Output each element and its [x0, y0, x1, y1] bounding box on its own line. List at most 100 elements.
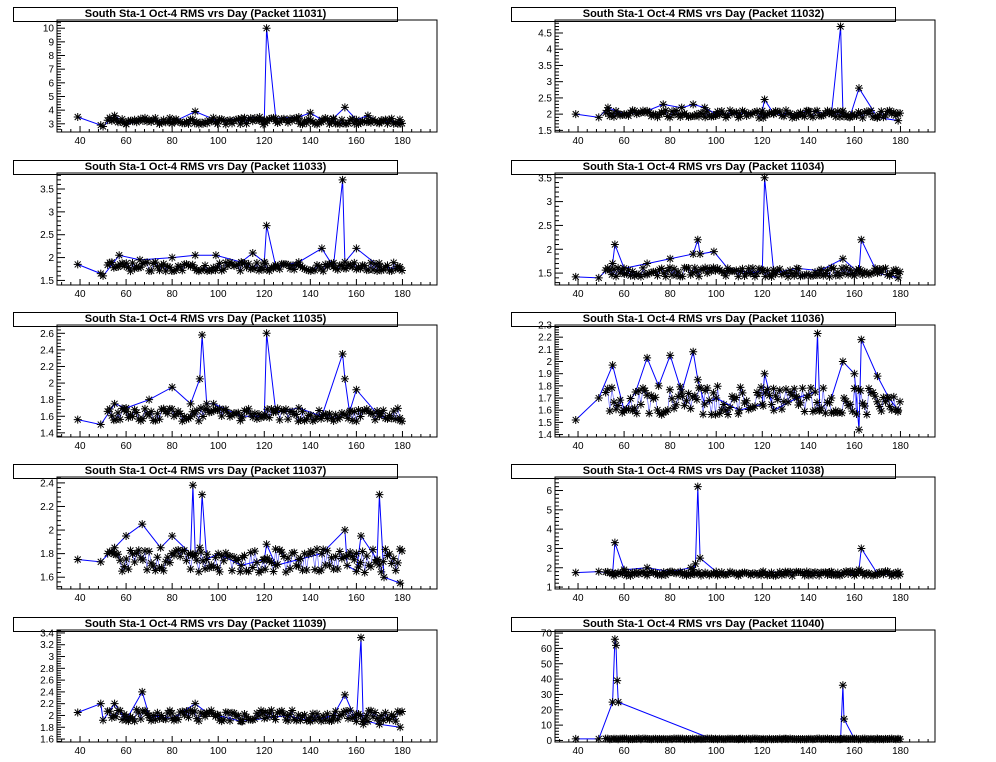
data-marker	[145, 395, 154, 404]
y-tick-label: 1.5	[538, 126, 552, 137]
noise-marker	[138, 259, 147, 268]
noise-marker	[634, 386, 643, 395]
noise-marker	[699, 410, 708, 419]
noise-marker	[371, 415, 380, 424]
data-marker	[359, 720, 368, 729]
noise-marker	[672, 400, 681, 409]
noise-marker	[217, 115, 226, 124]
noise-marker	[775, 567, 784, 576]
noise-marker	[779, 269, 788, 278]
noise-marker	[136, 714, 145, 723]
y-tick-label: 1.6	[40, 573, 54, 584]
data-marker	[186, 399, 195, 408]
noise-marker	[215, 259, 224, 268]
noise-marker	[665, 113, 674, 122]
data-marker	[352, 567, 361, 576]
data-marker	[643, 259, 652, 268]
noise-marker	[651, 393, 660, 402]
noise-marker	[306, 411, 315, 420]
data-marker	[380, 573, 389, 582]
data-marker	[758, 400, 767, 409]
x-tick-label: 40	[74, 746, 86, 757]
noise-marker	[663, 266, 672, 275]
x-tick-label: 100	[708, 593, 725, 604]
noise-marker	[315, 713, 324, 722]
noise-marker	[730, 267, 739, 276]
x-tick-label: 120	[256, 441, 273, 452]
noise-marker	[879, 264, 888, 273]
data-marker	[850, 734, 859, 743]
noise-marker	[734, 571, 743, 580]
noise-marker	[163, 553, 172, 562]
noise-marker	[130, 717, 139, 726]
data-marker	[873, 269, 882, 278]
x-tick-label: 100	[210, 441, 227, 452]
noise-marker	[626, 271, 635, 280]
noise-marker	[167, 709, 176, 718]
noise-marker	[323, 115, 332, 124]
noise-marker	[242, 119, 251, 128]
noise-marker	[773, 395, 782, 404]
y-tick-label: 2	[546, 110, 552, 121]
noise-marker	[813, 568, 822, 577]
noise-marker	[304, 266, 313, 275]
noise-marker	[881, 264, 890, 273]
noise-marker	[790, 384, 799, 393]
noise-marker	[371, 117, 380, 126]
noise-marker	[356, 711, 365, 720]
noise-marker	[240, 113, 249, 122]
noise-marker	[194, 716, 203, 725]
noise-marker	[194, 267, 203, 276]
noise-marker	[132, 705, 141, 714]
data-marker	[712, 110, 721, 119]
noise-marker	[275, 265, 284, 274]
noise-marker	[313, 261, 322, 270]
noise-marker	[755, 264, 764, 273]
y-tick-label: 70	[541, 629, 553, 640]
y-tick-label: 50	[541, 659, 553, 670]
noise-marker	[234, 408, 243, 417]
noise-marker	[856, 266, 865, 275]
noise-marker	[858, 113, 867, 122]
noise-marker	[281, 715, 290, 724]
noise-marker	[707, 267, 716, 276]
noise-marker	[607, 109, 616, 118]
y-tick-label: 2.5	[538, 93, 552, 104]
data-marker	[712, 567, 721, 576]
noise-marker	[661, 272, 670, 281]
noise-marker	[261, 708, 270, 717]
noise-marker	[335, 413, 344, 422]
noise-marker	[317, 118, 326, 127]
noise-marker	[286, 710, 295, 719]
noise-marker	[352, 417, 361, 426]
noise-marker	[721, 570, 730, 579]
data-marker	[138, 687, 147, 696]
y-tick-label: 2.2	[538, 333, 552, 344]
data-marker	[260, 258, 269, 267]
noise-marker	[344, 119, 353, 128]
data-marker	[608, 698, 617, 707]
x-tick-label: 60	[619, 746, 631, 757]
noise-marker	[172, 410, 181, 419]
data-marker	[815, 406, 824, 415]
noise-marker	[730, 108, 739, 117]
noise-marker	[603, 384, 612, 393]
x-tick-label: 160	[846, 136, 863, 147]
noise-marker	[752, 388, 761, 397]
noise-marker	[622, 734, 631, 743]
noise-marker	[283, 118, 292, 127]
noise-marker	[337, 115, 346, 124]
noise-marker	[165, 263, 174, 272]
noise-marker	[794, 264, 803, 273]
noise-marker	[763, 266, 772, 275]
noise-marker	[699, 110, 708, 119]
x-tick-label: 40	[74, 289, 86, 300]
noise-marker	[120, 562, 129, 571]
noise-marker	[248, 117, 257, 126]
noise-marker	[238, 116, 247, 125]
noise-marker	[151, 566, 160, 575]
y-tick-label: 2.2	[40, 362, 54, 373]
noise-marker	[864, 109, 873, 118]
data-marker	[827, 110, 836, 119]
noise-marker	[201, 261, 210, 270]
